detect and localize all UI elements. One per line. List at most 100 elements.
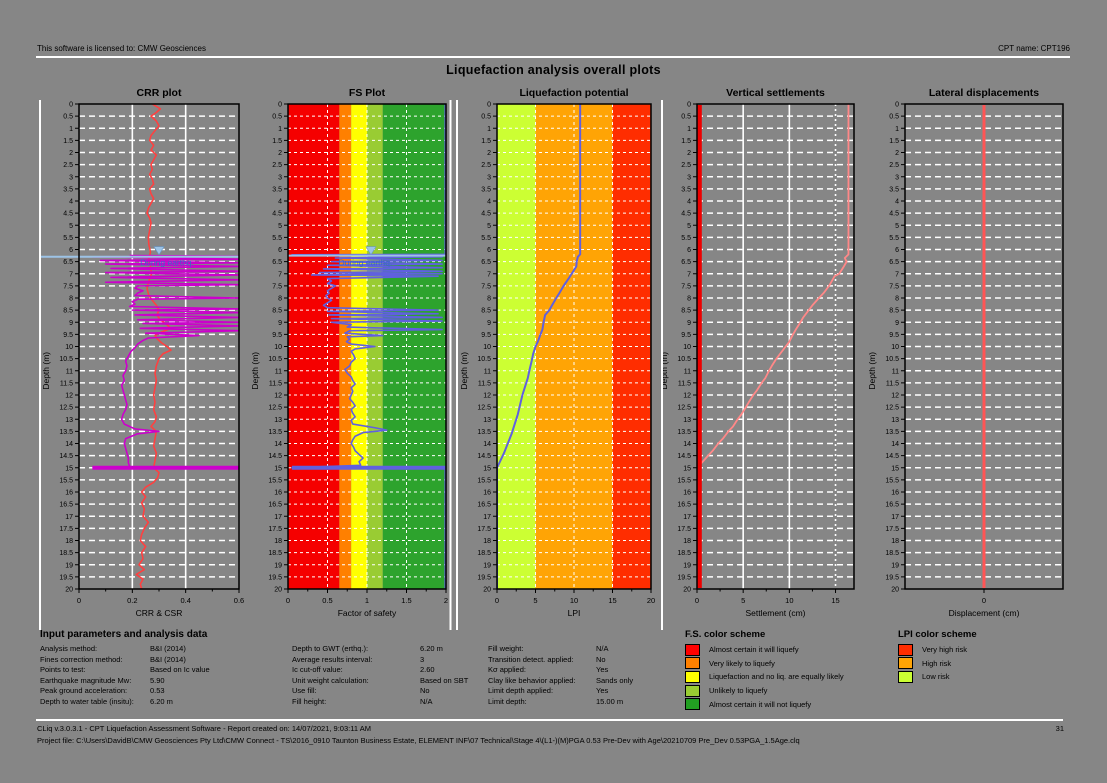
svg-text:4: 4: [69, 199, 73, 206]
param-row: Earthquake magnitude Mw: 5.90: [40, 676, 210, 687]
svg-text:16.5: 16.5: [885, 502, 899, 509]
svg-text:11.5: 11.5: [478, 380, 491, 387]
svg-text:1: 1: [69, 126, 73, 133]
svg-text:8.5: 8.5: [272, 308, 282, 315]
svg-text:0.5: 0.5: [322, 596, 332, 605]
param-row: Fines correction method: B&I (2014): [40, 655, 210, 666]
svg-text:6: 6: [69, 247, 73, 254]
svg-text:6.5: 6.5: [272, 259, 282, 266]
fs-color-scheme: F.S. color scheme Almost certain it will…: [685, 629, 844, 711]
svg-text:16.5: 16.5: [268, 502, 282, 509]
svg-text:0: 0: [495, 596, 499, 605]
svg-text:0.5: 0.5: [481, 114, 491, 121]
svg-text:4: 4: [487, 199, 491, 206]
svg-text:10: 10: [274, 344, 282, 351]
svg-text:5: 5: [278, 223, 282, 230]
svg-text:17.5: 17.5: [885, 526, 899, 533]
svg-text:5: 5: [687, 223, 691, 230]
svg-text:13.5: 13.5: [677, 429, 691, 436]
param-label: Points to test:: [40, 665, 86, 675]
lpi-x-axis-label: LPI: [568, 608, 581, 618]
lpi-plot: 00.511.522.533.544.555.566.577.588.599.5…: [459, 87, 655, 618]
svg-text:3.5: 3.5: [889, 186, 899, 193]
fs-water-table-icon: [365, 246, 377, 256]
svg-text:18.5: 18.5: [477, 550, 491, 557]
svg-text:11.5: 11.5: [678, 380, 691, 387]
param-value: B&I (2014): [150, 654, 186, 664]
svg-text:10: 10: [570, 596, 578, 605]
svg-text:5.5: 5.5: [272, 235, 282, 242]
param-label: Kσ applied:: [488, 665, 526, 675]
param-row: Peak ground acceleration: 0.53: [40, 686, 210, 697]
svg-text:0.4: 0.4: [180, 596, 190, 605]
legend-label: Low risk: [922, 672, 950, 682]
svg-text:15.5: 15.5: [677, 477, 691, 484]
svg-text:17: 17: [683, 514, 691, 521]
svg-text:19.5: 19.5: [677, 574, 691, 581]
fs-plot-title: FS Plot: [349, 87, 386, 99]
license-text: This software is licensed to: CMW Geosci…: [37, 44, 206, 53]
svg-text:14.5: 14.5: [268, 453, 282, 460]
svg-text:0.6: 0.6: [234, 596, 244, 605]
params-heading: Input parameters and analysis data: [40, 629, 208, 640]
svg-text:14.5: 14.5: [59, 453, 73, 460]
param-row: Use fill: No: [292, 686, 468, 697]
params-col2: Depth to GWT (erthq.): 6.20 m Average resu…: [292, 644, 468, 708]
svg-text:12.5: 12.5: [677, 405, 691, 412]
svg-text:6.5: 6.5: [889, 259, 899, 266]
svg-text:6: 6: [895, 247, 899, 254]
param-value: B&I (2014): [150, 644, 186, 653]
svg-text:15: 15: [831, 596, 839, 605]
svg-text:7: 7: [895, 271, 899, 278]
svg-text:8: 8: [687, 296, 691, 303]
svg-text:15: 15: [683, 465, 691, 472]
svg-text:13.5: 13.5: [477, 429, 491, 436]
svg-text:16: 16: [891, 490, 899, 497]
fs-water-table-label: During earthq.: [338, 257, 392, 267]
svg-text:13.5: 13.5: [59, 429, 73, 436]
param-label: Clay like behavior applied:: [488, 675, 576, 685]
svg-text:16.5: 16.5: [677, 502, 691, 509]
svg-text:2: 2: [687, 150, 691, 157]
svg-text:3.5: 3.5: [272, 186, 282, 193]
svg-text:15.5: 15.5: [268, 477, 282, 484]
svg-text:5: 5: [533, 596, 537, 605]
param-row: Transition detect. applied: No: [488, 655, 633, 666]
param-value: 15.00 m: [596, 696, 624, 706]
lpi-color-scheme: LPI color scheme Very high risk High risk…: [898, 629, 977, 684]
param-label: Unit weight calculation:: [292, 675, 369, 685]
svg-text:8: 8: [487, 296, 491, 303]
crr-series-csr: [91, 254, 239, 467]
svg-text:10.5: 10.5: [885, 356, 899, 363]
svg-text:16: 16: [683, 490, 691, 497]
page-number: 31: [1055, 724, 1064, 733]
param-value: 6.20 m: [420, 644, 443, 653]
lpi-series-lpi: [497, 104, 582, 589]
svg-text:8.5: 8.5: [889, 308, 899, 315]
param-row: Depth to GWT (erthq.): 6.20 m: [292, 644, 468, 655]
svg-text:11: 11: [684, 368, 691, 375]
param-label: Depth to GWT (erthq.):: [292, 644, 369, 653]
svg-text:0.5: 0.5: [681, 114, 691, 121]
svg-text:9: 9: [687, 320, 691, 327]
svg-text:0.2: 0.2: [127, 596, 137, 605]
param-value: Yes: [596, 665, 609, 675]
svg-text:19: 19: [65, 562, 73, 569]
displacement-plot: 00.511.522.533.544.555.566.577.588.599.5…: [867, 87, 1064, 618]
svg-text:13.5: 13.5: [885, 429, 899, 436]
svg-text:4: 4: [687, 199, 691, 206]
param-label: Ic cut-off value:: [292, 665, 343, 675]
svg-text:2: 2: [487, 150, 491, 157]
svg-text:10.5: 10.5: [59, 356, 73, 363]
settlement-series-cumulative-settlement: [697, 104, 850, 589]
param-label: Depth to water table (insitu):: [40, 696, 134, 706]
svg-text:13: 13: [683, 417, 691, 424]
svg-text:13: 13: [65, 417, 73, 424]
svg-text:14: 14: [683, 441, 691, 448]
svg-text:18.5: 18.5: [268, 550, 282, 557]
svg-text:17.5: 17.5: [677, 526, 691, 533]
legend-label: Almost certain it will liquefy: [709, 645, 799, 655]
param-row: Limit depth applied: Yes: [488, 686, 633, 697]
svg-text:3.5: 3.5: [481, 186, 491, 193]
svg-text:19: 19: [274, 562, 282, 569]
